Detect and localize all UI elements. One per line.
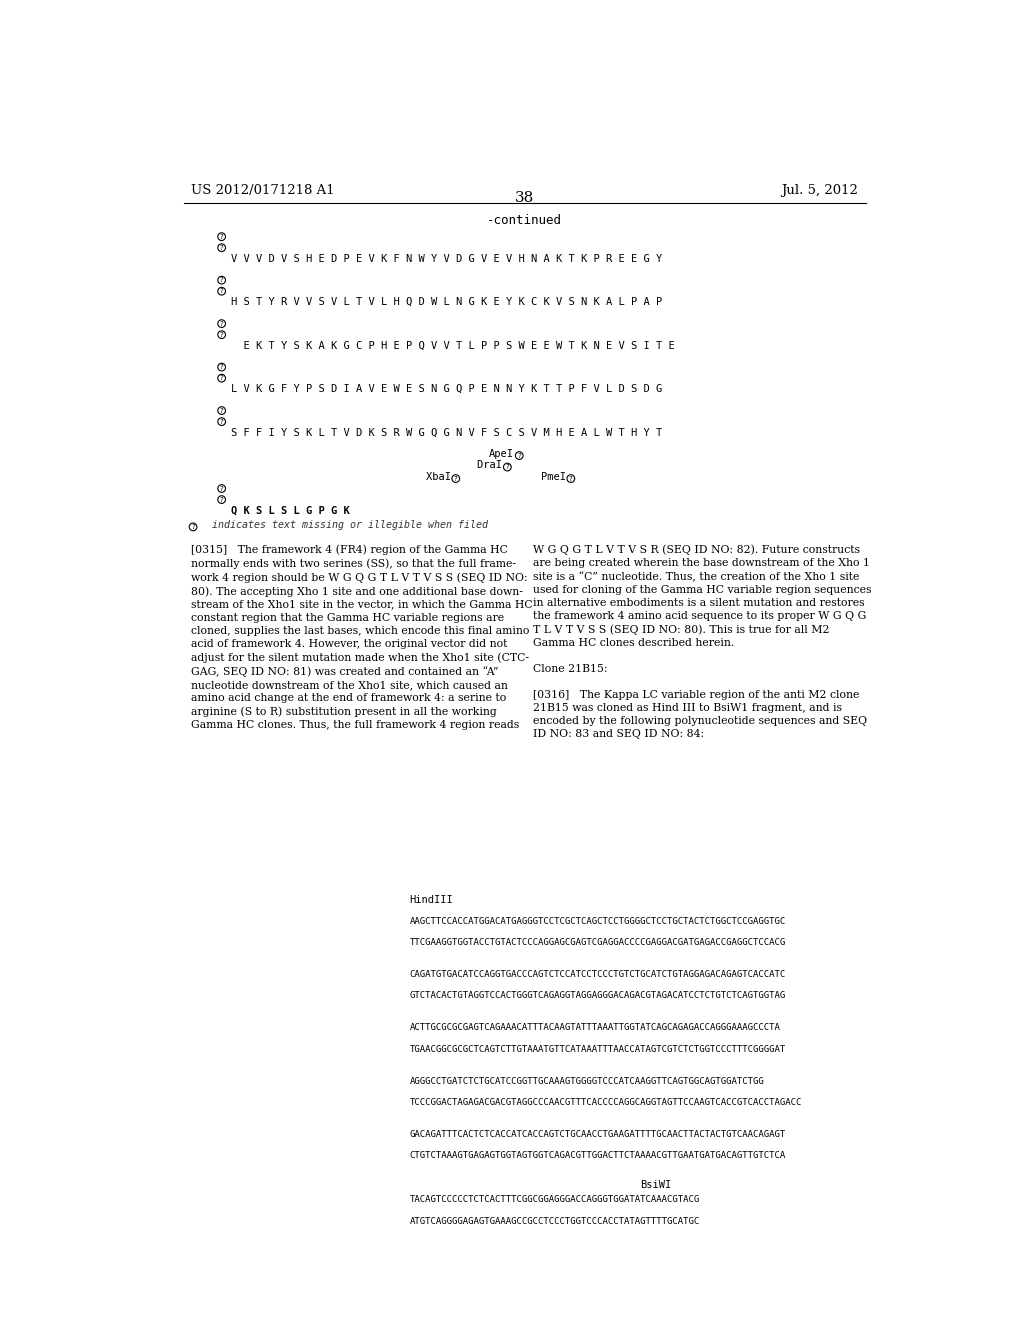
Text: US 2012/0171218 A1: US 2012/0171218 A1	[191, 183, 335, 197]
Text: ACTTGCGCGCGAGTCAGAAACATTTACAAGTATTTAAATTGGTATCAGCAGAGACCAGGGAAAGCCCTA: ACTTGCGCGCGAGTCAGAAACATTTACAAGTATTTAAATT…	[410, 1023, 780, 1032]
Text: BsiWI: BsiWI	[640, 1180, 671, 1191]
Text: ?: ?	[220, 486, 223, 491]
Text: [0315]   The framework 4 (FR4) region of the Gamma HC
normally ends with two ser: [0315] The framework 4 (FR4) region of t…	[191, 545, 534, 730]
Text: ?: ?	[220, 288, 223, 294]
Text: ?: ?	[569, 475, 572, 482]
Text: W G Q G T L V T V S R (SEQ ID NO: 82). Future constructs
are being created where: W G Q G T L V T V S R (SEQ ID NO: 82). F…	[532, 545, 871, 739]
Text: TACAGTCCCCCTCTCACTTTCGGCGGAGGGACCAGGGTGGATATCAAACGTACG: TACAGTCCCCCTCTCACTTTCGGCGGAGGGACCAGGGTGG…	[410, 1195, 700, 1204]
Text: H S T Y R V V S V L T V L H Q D W L N G K E Y K C K V S N K A L P A P: H S T Y R V V S V L T V L H Q D W L N G …	[231, 297, 663, 308]
Text: E K T Y S K A K G C P H E P Q V V T L P P S W E E W T K N E V S I T E: E K T Y S K A K G C P H E P Q V V T L P …	[231, 341, 675, 351]
Text: ?: ?	[220, 496, 223, 503]
Text: V V V D V S H E D P E V K F N W Y V D G V E V H N A K T K P R E E G Y: V V V D V S H E D P E V K F N W Y V D G …	[231, 253, 663, 264]
Text: ?: ?	[220, 331, 223, 338]
Text: ?: ?	[220, 321, 223, 326]
Text: TCCCGGACTAGAGACGACGTAGGCCCAACGTTTCACCCCAGGCAGGTAGTTCCAAGTCACCGTCACCTAGACC: TCCCGGACTAGAGACGACGTAGGCCCAACGTTTCACCCCA…	[410, 1098, 802, 1107]
Text: Q K S L S L G P G K: Q K S L S L G P G K	[231, 506, 350, 516]
Text: ?: ?	[454, 475, 458, 482]
Text: ?: ?	[517, 453, 521, 458]
Text: TGAACGGCGCGCTCAGTCTTGTAAATGTTCATAAATTTAACCATAGTCGTCTCTGGTCCCTTTCGGGGAT: TGAACGGCGCGCTCAGTCTTGTAAATGTTCATAAATTTAA…	[410, 1044, 786, 1053]
Text: TTCGAAGGTGGTACCTGTACTCCCAGGAGCGAGTCGAGGACCCCGAGGACGATGAGACCGAGGCTCCACG: TTCGAAGGTGGTACCTGTACTCCCAGGAGCGAGTCGAGGA…	[410, 939, 786, 946]
Text: L V K G F Y P S D I A V E W E S N G Q P E N N Y K T T P F V L D S D G: L V K G F Y P S D I A V E W E S N G Q P …	[231, 384, 663, 395]
Text: ?: ?	[506, 465, 509, 470]
Text: indicates text missing or illegible when filed: indicates text missing or illegible when…	[206, 520, 487, 531]
Text: PmeI: PmeI	[541, 473, 572, 482]
Text: HindIII: HindIII	[410, 895, 454, 906]
Text: ?: ?	[220, 375, 223, 381]
Text: CAGATGTGACATCCAGGTGACCCAGTCTCCATCCTCCCTGTCTGCATCTGTAGGAGACAGAGTCACCATC: CAGATGTGACATCCAGGTGACCCAGTCTCCATCCTCCCTG…	[410, 970, 786, 979]
Text: CTGTCTAAAGTGAGAGTGGTAGTGGTCAGACGTTGGACTTCTAAAACGTTGAATGATGACAGTTGTCTCA: CTGTCTAAAGTGAGAGTGGTAGTGGTCAGACGTTGGACTT…	[410, 1151, 786, 1160]
Text: ?: ?	[220, 418, 223, 425]
Text: ?: ?	[220, 277, 223, 282]
Text: DraI: DraI	[477, 461, 509, 470]
Text: ?: ?	[220, 364, 223, 370]
Text: XbaI: XbaI	[426, 473, 457, 482]
Text: AAGCTTCCACCATGGACATGAGGGTCCTCGCTCAGCTCCTGGGGCTCCTGCTACTCTGGCTCCGAGGTGC: AAGCTTCCACCATGGACATGAGGGTCCTCGCTCAGCTCCT…	[410, 916, 786, 925]
Text: ?: ?	[220, 408, 223, 413]
Text: Jul. 5, 2012: Jul. 5, 2012	[781, 183, 858, 197]
Text: GTCTACACTGTAGGTCCACTGGGTCAGAGGTAGGAGGGACAGACGTAGACATCCTCTGTCTCAGTGGTAG: GTCTACACTGTAGGTCCACTGGGTCAGAGGTAGGAGGGAC…	[410, 991, 786, 1001]
Text: ?: ?	[220, 234, 223, 240]
Text: S F F I Y S K L T V D K S R W G Q G N V F S C S V M H E A L W T H Y T: S F F I Y S K L T V D K S R W G Q G N V …	[231, 428, 663, 438]
Text: ?: ?	[220, 244, 223, 251]
Text: GACAGATTTCACTCTCACCATCACCAGTCTGCAACCTGAAGATTTTGCAACTTACTACTGTCAACAGAGT: GACAGATTTCACTCTCACCATCACCAGTCTGCAACCTGAA…	[410, 1130, 786, 1139]
Text: AGGGCCTGATCTCTGCATCCGGTTGCAAAGTGGGGTCCCATCAAGGTTCAGTGGCAGTGGATCTGG: AGGGCCTGATCTCTGCATCCGGTTGCAAAGTGGGGTCCCA…	[410, 1077, 765, 1086]
Text: ?: ?	[191, 524, 195, 529]
Text: ATGTCAGGGGAGAGTGAAAGCCGCCTCCCTGGTCCCACCTATAGTTTTGCATGC: ATGTCAGGGGAGAGTGAAAGCCGCCTCCCTGGTCCCACCT…	[410, 1217, 700, 1225]
Text: -continued: -continued	[487, 214, 562, 227]
Text: ApeI: ApeI	[489, 449, 514, 459]
Text: 38: 38	[515, 191, 535, 205]
